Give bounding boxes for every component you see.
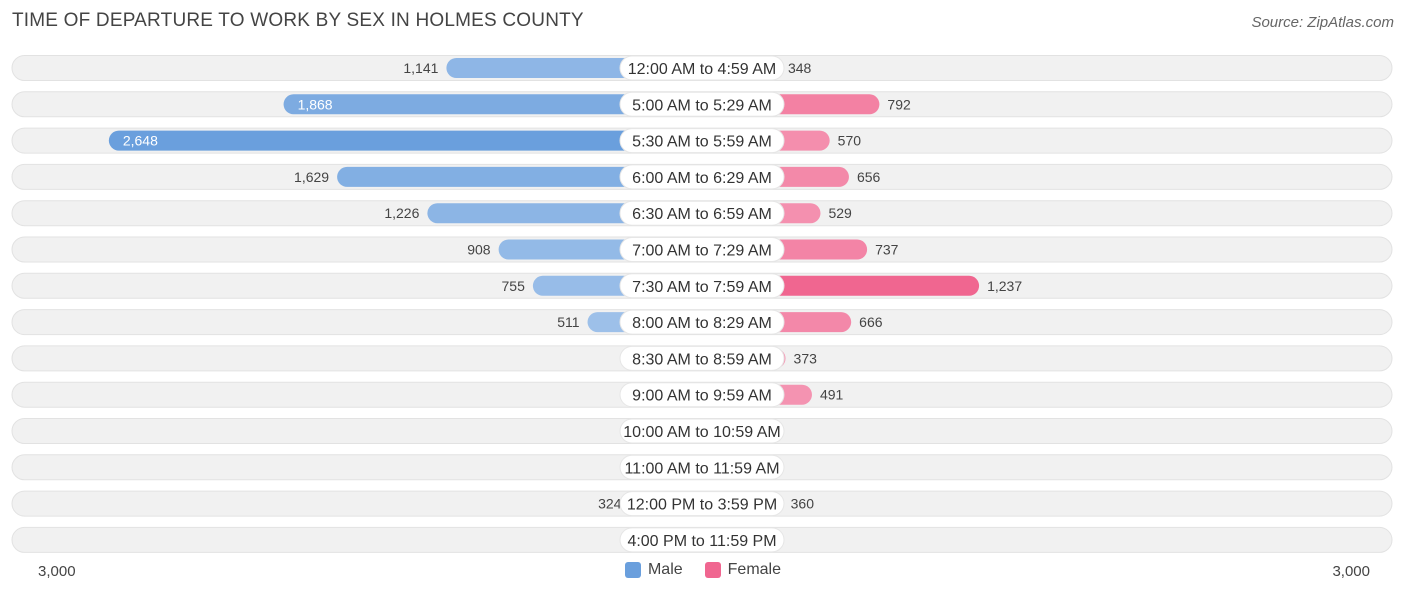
category-label-pill [619,55,785,81]
chart-title: TIME OF DEPARTURE TO WORK BY SEX IN HOLM… [12,10,584,31]
category-label: 8:00 AM to 8:29 AM [632,315,772,332]
female-value-label: 666 [859,314,883,330]
female-value-label: 348 [788,60,812,76]
category-label-pill [619,128,785,154]
category-label-pill [619,418,785,444]
female-swatch-icon [704,562,721,578]
legend: Male Female [0,561,1406,579]
male-value-label: 1,629 [294,169,329,185]
category-label: 12:00 AM to 4:59 AM [628,61,777,78]
legend-item-male[interactable]: Male [624,561,683,579]
category-label-pill [619,200,785,226]
female-value-label: 570 [838,133,862,149]
category-label: 6:00 AM to 6:29 AM [632,170,772,187]
male-value-label: 2,648 [123,133,158,149]
female-value-label: 792 [887,96,911,112]
category-label-pill [619,237,785,262]
male-value-label: 324 [598,496,622,512]
category-label-pill [619,164,785,190]
female-value-label: 360 [791,496,815,512]
male-value-label: 755 [502,278,526,294]
category-label: 7:00 AM to 7:29 AM [632,243,772,260]
male-value-label: 511 [557,314,580,330]
source-label: Source: ZipAtlas.com [1251,14,1394,31]
category-label-pill [619,527,785,553]
category-label-pill [619,273,785,299]
category-label-pill [619,91,785,117]
male-value-label: 1,141 [403,60,438,76]
category-label: 11:00 AM to 11:59 AM [624,460,779,477]
category-label: 6:30 AM to 6:59 AM [632,206,772,223]
category-label-pill [619,454,785,480]
category-label: 4:00 PM to 11:59 PM [627,533,776,550]
category-label: 7:30 AM to 7:59 AM [632,279,772,296]
male-bar [337,166,712,187]
male-value-label: 1,226 [384,205,419,221]
category-label: 9:00 AM to 9:59 AM [632,388,772,405]
male-value-label: 1,868 [298,96,333,112]
category-label-pill [619,309,785,335]
female-value-label: 373 [794,350,818,366]
axis-right-label: 3,000 [1332,563,1370,580]
female-value-label: 656 [857,169,881,185]
category-label-pill [619,382,785,408]
category-label: 8:30 AM to 8:59 AM [632,351,772,368]
male-swatch-icon [624,562,641,578]
legend-female-label: Female [727,561,782,578]
category-label-pill [619,491,785,517]
category-label: 12:00 PM to 3:59 PM [627,497,777,514]
legend-item-female[interactable]: Female [704,561,782,579]
female-value-label: 529 [828,205,852,221]
category-label: 10:00 AM to 10:59 AM [623,424,780,441]
male-value-label: 908 [467,242,491,258]
legend-male-label: Male [647,561,683,578]
category-label: 5:30 AM to 5:59 AM [632,134,772,151]
male-bar [108,130,712,151]
category-label-pill [619,345,785,371]
female-value-label: 1,237 [987,278,1022,294]
female-value-label: 737 [875,242,899,258]
category-label: 5:00 AM to 5:29 AM [632,97,772,114]
axis-left-label: 3,000 [38,563,76,580]
male-bar [283,94,712,115]
female-value-label: 491 [820,387,844,403]
